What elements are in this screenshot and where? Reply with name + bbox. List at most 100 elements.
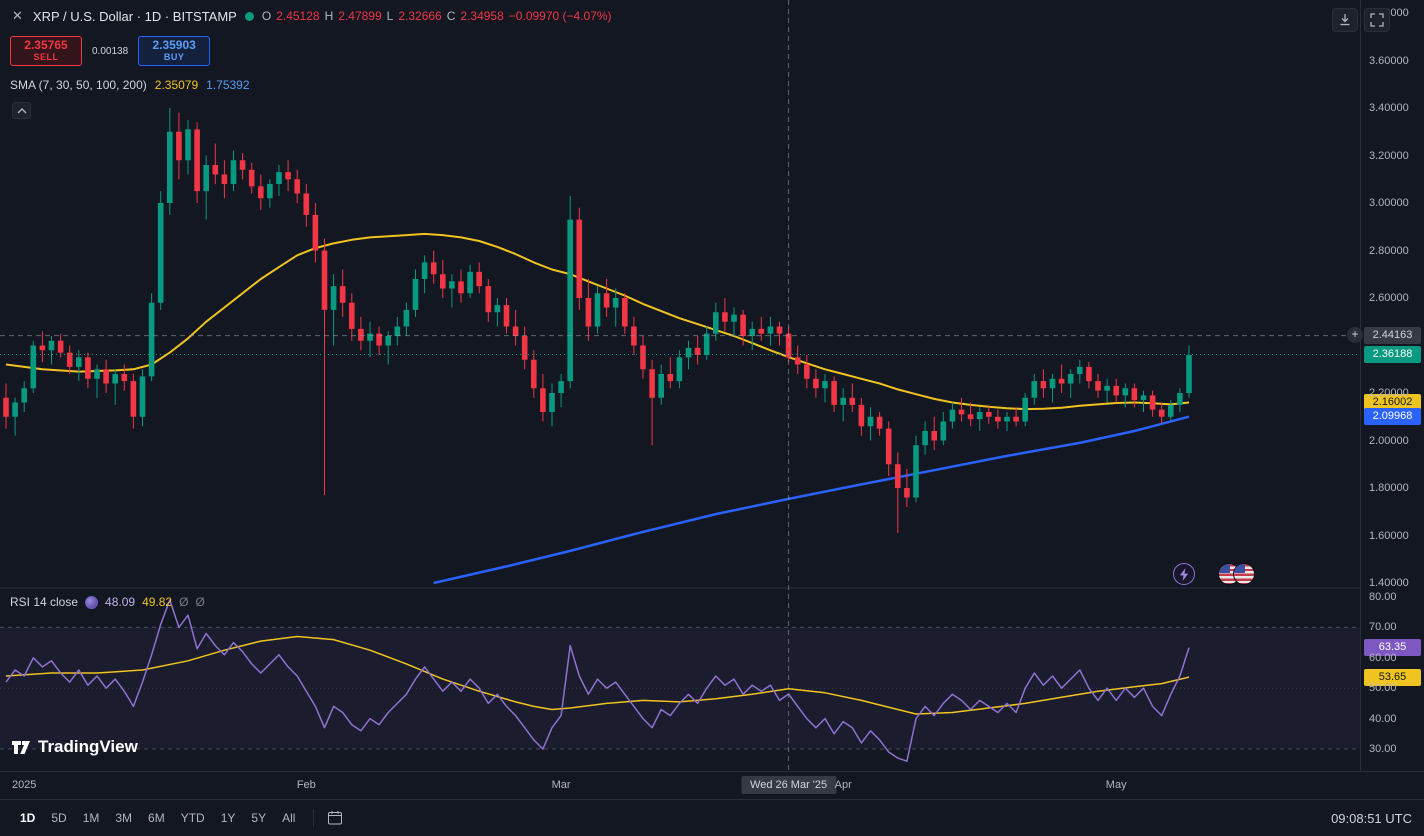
download-button[interactable] (1332, 8, 1358, 32)
buy-button[interactable]: 2.35903 BUY (138, 36, 211, 66)
calendar-icon (328, 811, 343, 825)
rsi-main-badge: 63.35 (1364, 639, 1421, 657)
rsi-line[interactable] (5, 599, 1190, 762)
range-button-1m[interactable]: 1M (75, 806, 108, 830)
rsi-ma-line[interactable] (5, 635, 1190, 715)
ohlc-values: O 2.45128 H 2.47899 L 2.32666 C 2.34958 −0.0… (262, 9, 612, 23)
rsi-legend[interactable]: RSI 14 close 48.09 49.82 Ø Ø (10, 595, 205, 609)
sell-button[interactable]: 2.35765 SELL (10, 36, 82, 66)
symbol-title[interactable]: XRP / U.S. Dollar · 1D · BITSTAMP (32, 8, 237, 24)
crosshair-price-value: 2.44163 (1372, 329, 1413, 342)
spread-value: 0.00138 (92, 45, 129, 57)
rsi-indicator-icon (85, 595, 99, 609)
range-button-3m[interactable]: 3M (107, 806, 140, 830)
rsi-empty-value-1: Ø (179, 595, 189, 609)
low-value: 2.32666 (398, 9, 442, 23)
close-icon[interactable]: ✕ (12, 8, 23, 23)
candles (3, 108, 1192, 534)
symbol-pair-logos (1218, 563, 1258, 587)
time-axis-label: 2025 (11, 779, 37, 791)
time-axis-label: Mar (551, 779, 571, 791)
sell-label: SELL (33, 51, 59, 62)
rsi-axis-tick: 50.00 (1369, 682, 1397, 695)
rsi-axis-tick: 70.00 (1369, 621, 1397, 634)
rsi-band (0, 627, 1360, 749)
watermark-text: TradingView (38, 737, 138, 756)
sell-price: 2.35765 (24, 38, 68, 53)
time-axis[interactable]: Wed 26 Mar '25 2025 Feb Mar Apr May (0, 771, 1424, 799)
rsi-ma-value: 49.82 (142, 595, 173, 609)
rsi-axis-tick: 80.00 (1369, 591, 1397, 603)
trade-panel: 2.35765 SELL 0.00138 2.35903 BUY (10, 36, 211, 66)
crosshair-date-badge: Wed 26 Mar '25 (741, 776, 837, 794)
close-label: C (446, 9, 456, 23)
rsi-ma-badge: 53.65 (1364, 668, 1421, 686)
price-axis-tick: 1.80000 (1369, 482, 1409, 494)
low-label: L (386, 9, 394, 23)
fullscreen-icon (1370, 13, 1384, 27)
chart-canvas[interactable] (0, 0, 1360, 771)
last-price-badge: 2.36188 (1364, 346, 1421, 364)
time-axis-label: May (1105, 779, 1127, 791)
range-button-6m[interactable]: 6M (140, 806, 173, 830)
fullscreen-button[interactable] (1364, 8, 1390, 32)
lightning-icon (1179, 567, 1188, 581)
rsi-axis-tick: 40.00 (1369, 712, 1397, 725)
open-label: O (261, 9, 272, 23)
sma-yellow-badge: 2.16002 (1364, 393, 1421, 411)
change-value: −0.09970 (−4.07%) (508, 9, 612, 23)
sma-blue-badge: 2.09968 (1364, 408, 1421, 426)
go-to-date-button[interactable] (324, 807, 346, 829)
bottom-toolbar: 1D 5D 1M 3M 6M YTD 1Y 5Y All 09:08:51 UTC (0, 799, 1424, 836)
market-status-icon (244, 11, 254, 21)
price-axis-tick: 3.00000 (1369, 197, 1409, 209)
range-button-1y[interactable]: 1Y (213, 806, 244, 830)
add-order-plus-icon[interactable]: + (1347, 327, 1363, 344)
rsi-empty-value-2: Ø (195, 595, 205, 609)
sma-legend[interactable]: SMA (7, 30, 50, 100, 200) 2.35079 1.7539… (10, 78, 250, 92)
rsi-axis-tick: 60.00 (1369, 651, 1397, 664)
time-axis-label: Apr (834, 779, 852, 791)
download-icon (1340, 14, 1350, 26)
sma-legend-label: SMA (7, 30, 50, 100, 200) (10, 78, 147, 92)
range-button-ytd[interactable]: YTD (173, 806, 213, 830)
close-value: 2.34958 (460, 9, 504, 23)
range-button-5y[interactable]: 5Y (243, 806, 274, 830)
price-axis-tick: 3.20000 (1369, 149, 1409, 162)
time-axis-label: Feb (296, 779, 316, 791)
rsi-main-value: 48.09 (105, 595, 136, 609)
high-label: H (324, 9, 334, 23)
buy-label: BUY (163, 51, 185, 62)
price-axis-tick: 1.60000 (1369, 529, 1409, 542)
price-axis[interactable]: + 2.44163 2.36188 2.16002 2.09968 63.35 … (1347, 0, 1424, 799)
price-axis-tick: 3.40000 (1369, 102, 1409, 114)
rsi-legend-title: RSI 14 close (10, 595, 79, 609)
chart-top-right-buttons (1332, 8, 1390, 32)
price-axis-tick: 2.60000 (1369, 292, 1409, 304)
open-value: 2.45128 (276, 9, 320, 23)
buy-price: 2.35903 (152, 38, 196, 53)
chart-legend-header: ✕ XRP / U.S. Dollar · 1D · BITSTAMP O 2.4… (10, 8, 612, 24)
quote-currency-flag-icon (1233, 563, 1255, 585)
clock-display[interactable]: 09:08:51 UTC (1331, 810, 1412, 826)
tradingview-logo-icon (12, 741, 30, 754)
range-selector: 1D 5D 1M 3M 6M YTD 1Y 5Y All (12, 806, 303, 830)
sma-yellow-value: 2.35079 (154, 78, 199, 92)
price-axis-tick: 3.60000 (1369, 54, 1409, 67)
price-axis-tick: 1.40000 (1369, 577, 1409, 589)
collapse-legend-button[interactable] (12, 102, 31, 119)
price-axis-tick: 2.00000 (1369, 434, 1409, 447)
price-axis-tick: 2.80000 (1369, 244, 1409, 257)
sma-blue-line[interactable] (433, 415, 1190, 585)
rsi-axis-tick: 30.00 (1369, 743, 1397, 755)
range-button-1d[interactable]: 1D (12, 806, 43, 830)
chevron-up-icon (17, 107, 26, 113)
sma-blue-value: 1.75392 (206, 78, 250, 92)
range-button-5d[interactable]: 5D (43, 806, 74, 830)
instant-trading-button[interactable] (1173, 563, 1195, 585)
tradingview-watermark: TradingView (10, 736, 138, 758)
price-axis-tick: 2.20000 (1369, 387, 1409, 399)
crosshair-price-badge: + 2.44163 (1347, 327, 1421, 345)
range-button-all[interactable]: All (274, 806, 303, 830)
